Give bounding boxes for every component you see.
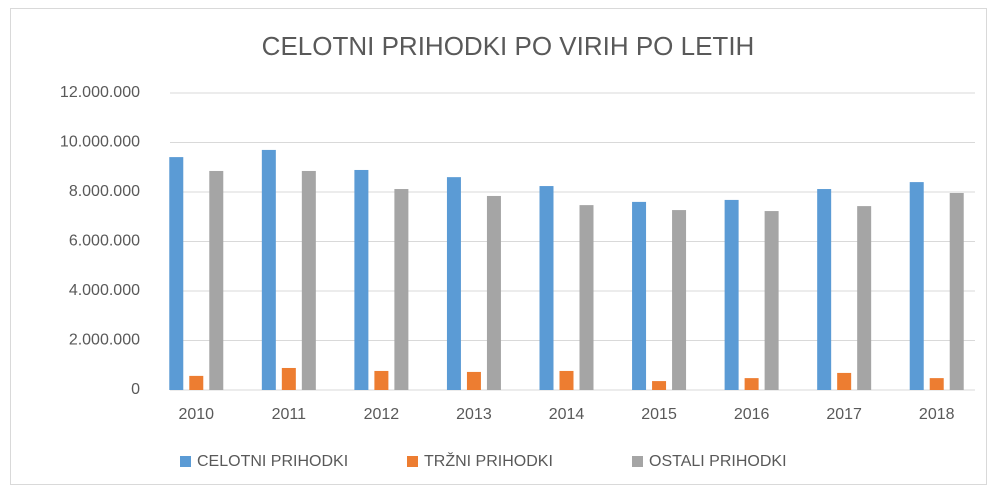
bar <box>169 157 184 390</box>
bar <box>539 186 554 390</box>
x-tick-label: 2010 <box>178 406 214 423</box>
bar <box>632 201 647 390</box>
y-tick-label: 4.000.000 <box>69 282 140 299</box>
bar <box>579 205 594 390</box>
y-tick-label: 6.000.000 <box>69 233 140 250</box>
y-tick-label: 10.000.000 <box>60 134 140 151</box>
x-tick-label: 2017 <box>826 406 862 423</box>
chart-title: CELOTNI PRIHODKI PO VIRIH PO LETIH <box>262 31 755 61</box>
bar <box>446 177 461 390</box>
bar <box>486 195 501 390</box>
bar <box>261 149 276 390</box>
x-tick-label: 2016 <box>734 406 770 423</box>
y-tick-label: 2.000.000 <box>69 332 140 349</box>
legend-label: OSTALI PRIHODKI <box>649 453 787 470</box>
y-tick-label: 8.000.000 <box>69 183 140 200</box>
bar <box>837 372 852 390</box>
bar <box>764 211 779 390</box>
legend-label: CELOTNI PRIHODKI <box>197 453 348 470</box>
legend-swatch <box>180 456 191 467</box>
bar <box>189 375 204 390</box>
legend-swatch <box>407 456 418 467</box>
bar <box>652 381 667 390</box>
x-tick-label: 2014 <box>549 406 585 423</box>
bar <box>374 370 389 390</box>
y-tick-label: 12.000.000 <box>60 84 140 101</box>
bar <box>209 170 224 390</box>
bar <box>466 371 481 390</box>
bar <box>301 170 316 390</box>
bar <box>909 182 924 390</box>
x-tick-label: 2013 <box>456 406 492 423</box>
y-tick-label: 0 <box>131 381 140 398</box>
bar <box>929 378 944 390</box>
bar <box>724 199 739 390</box>
bar <box>672 210 687 390</box>
bar <box>281 367 296 390</box>
legend-swatch <box>632 456 643 467</box>
bar <box>857 206 872 390</box>
bar <box>744 378 759 390</box>
x-tick-label: 2018 <box>919 406 955 423</box>
bar <box>559 370 574 390</box>
x-tick-label: 2012 <box>364 406 400 423</box>
bar <box>394 189 409 390</box>
legend-label: TRŽNI PRIHODKI <box>424 451 553 470</box>
bar <box>949 192 964 390</box>
bar <box>817 189 832 390</box>
bar <box>354 169 369 390</box>
x-tick-label: 2015 <box>641 406 677 423</box>
x-tick-label: 2011 <box>272 406 307 423</box>
